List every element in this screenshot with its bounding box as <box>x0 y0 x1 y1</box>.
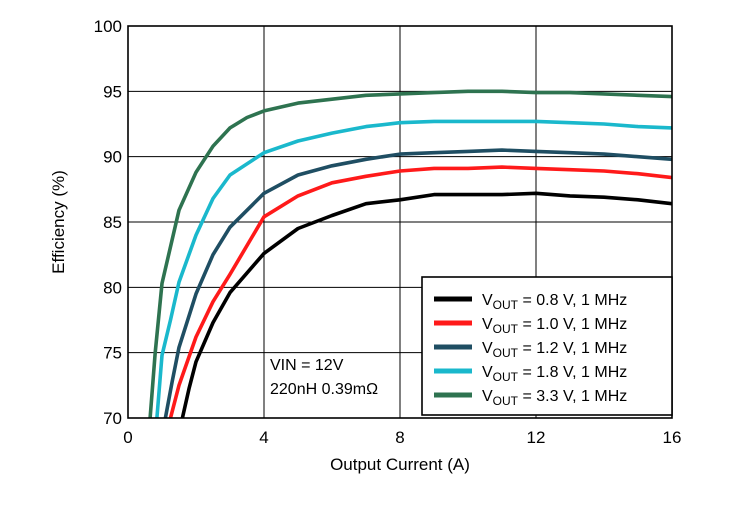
legend-label-1: VOUT = 0.8 V, 1 MHz <box>482 292 627 312</box>
series-line-2 <box>168 165 672 418</box>
legend-label-5: VOUT = 3.3 V, 1 MHz <box>482 388 627 408</box>
x-tick-label: 12 <box>527 428 546 447</box>
legend-label-3: VOUT = 1.2 V, 1 MHz <box>482 340 627 360</box>
x-axis-title: Output Current (A) <box>330 455 470 474</box>
tick-labels: 0 4 8 12 16 70 75 80 85 90 95 100 <box>94 17 682 447</box>
annotation: VIN = 12V 220nH 0.39mΩ <box>270 357 378 398</box>
series-line-1 <box>180 191 672 418</box>
y-tick-label: 80 <box>103 278 122 297</box>
series-line-5 <box>148 89 672 418</box>
y-tick-label: 85 <box>103 213 122 232</box>
y-tick-label: 70 <box>103 409 122 428</box>
annotation-vin: VIN = 12V <box>270 357 344 374</box>
x-tick-label: 4 <box>259 428 268 447</box>
x-tick-label: 0 <box>123 428 132 447</box>
plot-frame <box>127 25 673 419</box>
legend-label-4: VOUT = 1.8 V, 1 MHz <box>482 364 627 384</box>
legend: VOUT = 0.8 V, 1 MHz VOUT = 1.0 V, 1 MHz VO… <box>421 276 673 416</box>
series-line-3 <box>163 148 672 418</box>
y-tick-label: 75 <box>103 344 122 363</box>
series-layer <box>148 89 672 418</box>
x-tick-label: 16 <box>663 428 682 447</box>
y-tick-label: 95 <box>103 82 122 101</box>
series-line-4 <box>155 119 672 418</box>
y-axis-title: Efficiency (%) <box>49 170 68 274</box>
x-tick-label: 8 <box>395 428 404 447</box>
y-tick-label: 90 <box>103 148 122 167</box>
annotation-inductor: 220nH 0.39mΩ <box>270 381 378 398</box>
y-tick-label: 100 <box>94 17 122 36</box>
legend-label-2: VOUT = 1.0 V, 1 MHz <box>482 316 627 336</box>
